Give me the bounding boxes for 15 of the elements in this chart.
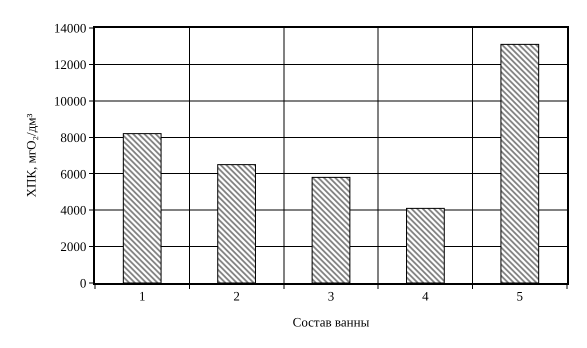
x-axis-title: Состав ванны: [292, 314, 370, 330]
x-tick-label: 2: [233, 288, 240, 304]
y-tick-label: 8000: [60, 130, 86, 145]
y-tick-label: 2000: [60, 239, 86, 254]
y-tick-label: 6000: [60, 166, 86, 182]
y-tick-label: 0: [80, 276, 86, 291]
y-tick-label: 4000: [60, 202, 86, 218]
x-tick-label: 1: [138, 288, 146, 304]
x-tick-label: 5: [516, 288, 524, 304]
x-tick-label: 3: [328, 288, 334, 304]
y-tick-label: 10000: [54, 93, 86, 108]
y-tick-label: 14000: [54, 20, 86, 36]
y-axis-title: ХПК, мгО₂/дм³: [23, 114, 38, 198]
x-tick-label: 4: [422, 288, 430, 304]
y-tick-label: 12000: [54, 56, 86, 72]
